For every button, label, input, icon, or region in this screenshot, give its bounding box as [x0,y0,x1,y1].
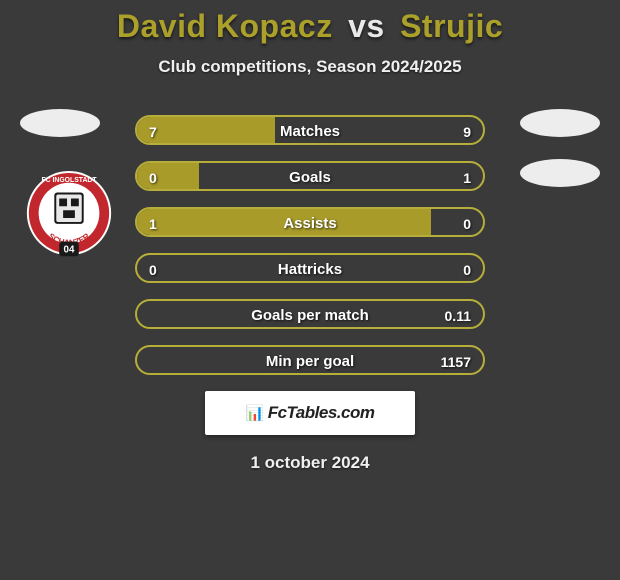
player1-name: David Kopacz [117,8,333,44]
stat-value-right: 0 [463,255,471,283]
date-text: 1 october 2024 [0,453,620,473]
stat-label: Assists [137,209,483,237]
branding-text: FcTables.com [268,403,375,422]
stat-bars: Matches79Goals01Assists10Hattricks00Goal… [135,115,485,375]
stat-value-right: 0 [463,209,471,237]
svg-text:FC INGOLSTADT: FC INGOLSTADT [41,177,97,184]
stat-value-left: 0 [149,163,157,191]
stat-label: Goals [137,163,483,191]
stat-value-left: 7 [149,117,157,145]
stat-value-right: 9 [463,117,471,145]
player2-name: Strujic [400,8,503,44]
chart-icon: 📊 [246,405,264,422]
stat-value-left: 0 [149,255,157,283]
stat-row: Min per goal1157 [135,345,485,375]
stat-row: Assists1 0 [135,207,485,237]
stat-value-right: 0.11 [445,301,471,329]
stat-label: Goals per match [137,301,483,329]
stats-area: FC INGOLSTADT SCHANZER 04 Matches7 9 Goals… [0,115,620,375]
svg-text:04: 04 [64,244,75,255]
stat-value-left: 1 [149,209,157,237]
stat-label: Matches [137,117,483,145]
vs-text: vs [348,8,385,44]
subtitle: Club competitions, Season 2024/2025 [0,57,620,77]
stat-value-right: 1157 [441,347,471,375]
branding-badge: 📊FcTables.com [205,391,415,435]
right-team-badge [520,109,600,137]
stat-row: Goals per match0.11 [135,299,485,329]
stat-value-right: 1 [463,163,471,191]
stat-label: Min per goal [137,347,483,375]
right-team-badge-2 [520,159,600,187]
title: David Kopacz vs Strujic [0,8,620,45]
club-crest: FC INGOLSTADT SCHANZER 04 [20,171,118,269]
stat-row: Hattricks0 0 [135,253,485,283]
crest-icon: FC INGOLSTADT SCHANZER 04 [20,171,118,269]
comparison-infographic: David Kopacz vs Strujic Club competition… [0,0,620,580]
stat-row: Matches7 9 [135,115,485,145]
stat-label: Hattricks [137,255,483,283]
left-team-badge [20,109,100,137]
stat-row: Goals0 1 [135,161,485,191]
